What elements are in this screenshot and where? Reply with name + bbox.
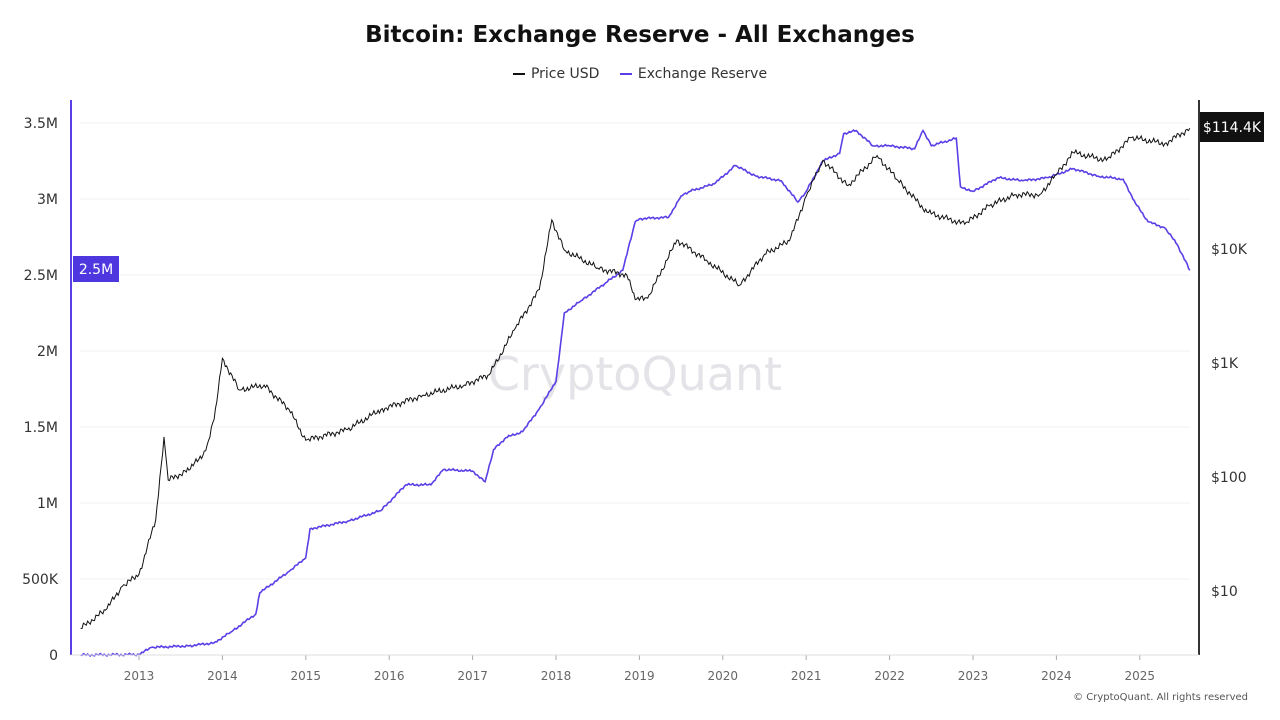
left-tick-label: 1.5M xyxy=(24,420,58,436)
legend-swatch-price xyxy=(512,73,525,75)
series-line-price-usd xyxy=(80,128,1191,630)
left-tick-label: 2.5M xyxy=(24,268,58,284)
legend-label-price: Price USD xyxy=(530,66,600,82)
legend-swatch-reserve xyxy=(619,73,632,75)
x-tick-label: 2015 xyxy=(291,669,322,683)
x-tick-label: 2018 xyxy=(541,669,572,683)
left-tick-label: 2M xyxy=(37,344,58,360)
right-tick-label: $10 xyxy=(1211,584,1238,600)
chart-title: Bitcoin: Exchange Reserve - All Exchange… xyxy=(365,22,915,48)
legend: Price USD Exchange Reserve xyxy=(0,63,1280,82)
legend-item-reserve[interactable]: Exchange Reserve xyxy=(619,66,768,82)
left-tick-label: 500K xyxy=(22,572,59,588)
x-tick-label: 2016 xyxy=(374,669,405,683)
x-tick-label: 2022 xyxy=(874,669,905,683)
legend-label-reserve: Exchange Reserve xyxy=(637,66,768,82)
watermark: CryptoQuant xyxy=(488,347,782,401)
current-reserve-label: 2.5M xyxy=(79,262,113,278)
x-tick-label: 2019 xyxy=(624,669,655,683)
x-tick-label: 2013 xyxy=(124,669,155,683)
x-tick-label: 2024 xyxy=(1041,669,1072,683)
right-tick-label: $10K xyxy=(1211,242,1248,258)
x-tick-label: 2023 xyxy=(958,669,989,683)
x-tick-label: 2017 xyxy=(457,669,488,683)
current-price-label-bg xyxy=(1200,112,1264,142)
left-tick-label: 3M xyxy=(37,192,58,208)
legend-item-price[interactable]: Price USD xyxy=(512,66,600,82)
x-tick-label: 2021 xyxy=(791,669,822,683)
right-tick-label: $1K xyxy=(1211,356,1239,372)
left-tick-label: 1M xyxy=(37,496,58,512)
right-tick-label: $100 xyxy=(1211,470,1247,486)
x-tick-label: 2020 xyxy=(708,669,739,683)
current-reserve-label-bg xyxy=(73,256,119,282)
left-tick-label: 0 xyxy=(49,648,58,664)
x-tick-label: 2014 xyxy=(207,669,238,683)
series-line-exchange-reserve xyxy=(80,129,1191,658)
x-tick-label: 2025 xyxy=(1125,669,1156,683)
copyright: © CryptoQuant. All rights reserved xyxy=(1073,692,1248,703)
current-price-label: $114.4K xyxy=(1203,120,1262,136)
left-tick-label: 3.5M xyxy=(24,116,58,132)
